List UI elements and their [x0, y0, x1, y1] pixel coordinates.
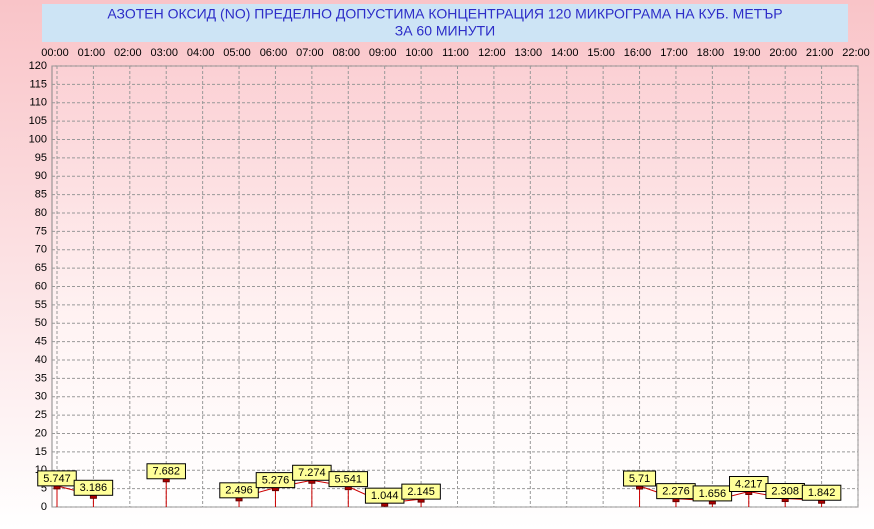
data-label: 3.186: [80, 482, 108, 494]
x-tick-label: 08:00: [333, 47, 361, 59]
y-tick-label: 15: [35, 446, 47, 458]
x-tick-label: 18:00: [697, 47, 725, 59]
x-tick-label: 09:00: [369, 47, 397, 59]
y-tick-label: 65: [35, 262, 47, 274]
y-tick-label: 90: [35, 170, 47, 182]
data-label: 1.044: [371, 490, 399, 502]
y-tick-label: 60: [35, 280, 47, 292]
y-tick-label: 50: [35, 317, 47, 329]
x-tick-label: 19:00: [733, 47, 761, 59]
y-tick-label: 115: [29, 78, 47, 90]
data-label: 5.541: [335, 474, 363, 486]
y-tick-label: 105: [29, 115, 47, 127]
x-tick-label: 13:00: [515, 47, 543, 59]
data-label-box: [401, 483, 441, 500]
y-tick-label: 35: [35, 372, 47, 384]
data-label: 4.217: [735, 478, 763, 490]
chart-title: АЗОТЕН ОКСИД (NO) ПРЕДЕЛНО ДОПУСТИМА КОН…: [107, 6, 782, 22]
y-tick-label: 100: [29, 133, 47, 145]
x-tick-label: 03:00: [150, 47, 178, 59]
y-tick-label: 75: [35, 225, 47, 237]
data-label-box: [328, 471, 369, 488]
y-tick-label: 85: [35, 189, 47, 201]
y-tick-label: 0: [41, 501, 47, 513]
data-label: 1.656: [699, 488, 727, 500]
x-tick-label: 01:00: [78, 47, 106, 59]
data-label-box: [37, 470, 77, 487]
x-tick-label: 02:00: [114, 47, 142, 59]
y-tick-label: 120: [29, 60, 47, 72]
x-tick-label: 22:00: [842, 47, 870, 59]
data-label: 2.308: [771, 485, 799, 497]
x-tick-label: 10:00: [405, 47, 433, 59]
data-label-box: [801, 484, 842, 501]
y-tick-label: 5: [41, 483, 47, 495]
data-label: 7.682: [152, 466, 180, 478]
x-tick-label: 21:00: [806, 47, 834, 59]
data-label: 2.496: [225, 485, 253, 497]
data-label-box: [623, 470, 657, 487]
data-label: 5.747: [43, 473, 71, 485]
y-tick-label: 110: [29, 97, 47, 109]
x-tick-label: 11:00: [442, 47, 469, 59]
y-tick-label: 30: [35, 391, 47, 403]
y-tick-label: 55: [35, 299, 47, 311]
data-label: 2.145: [407, 486, 435, 498]
x-tick-label: 15:00: [587, 47, 615, 59]
data-label: 5.276: [262, 475, 290, 487]
y-tick-label: 95: [35, 152, 47, 164]
y-tick-label: 40: [35, 354, 47, 366]
data-label: 7.274: [298, 467, 326, 479]
data-label: 1.842: [808, 487, 836, 499]
x-tick-label: 12:00: [478, 47, 506, 59]
y-tick-label: 45: [35, 336, 47, 348]
y-tick-label: 80: [35, 207, 47, 219]
x-tick-label: 17:00: [660, 47, 688, 59]
y-tick-label: 25: [35, 409, 47, 421]
x-tick-label: 06:00: [260, 47, 288, 59]
data-label: 2.276: [662, 486, 690, 498]
y-tick-label: 20: [35, 427, 47, 439]
x-tick-label: 00:00: [41, 47, 69, 59]
data-label-box: [146, 463, 186, 480]
x-tick-label: 20:00: [769, 47, 797, 59]
data-label-box: [73, 479, 114, 496]
x-tick-label: 16:00: [624, 47, 652, 59]
data-label-box: [692, 485, 733, 502]
x-tick-label: 04:00: [187, 47, 215, 59]
data-label-box: [219, 482, 259, 499]
x-tick-label: 14:00: [551, 47, 579, 59]
y-tick-label: 70: [35, 244, 47, 256]
chart-subtitle: ЗА 60 МИНУТИ: [395, 23, 496, 39]
x-tick-label: 05:00: [223, 47, 251, 59]
data-label: 5.71: [629, 473, 650, 485]
title-box: [42, 4, 848, 42]
x-tick-label: 07:00: [296, 47, 324, 59]
